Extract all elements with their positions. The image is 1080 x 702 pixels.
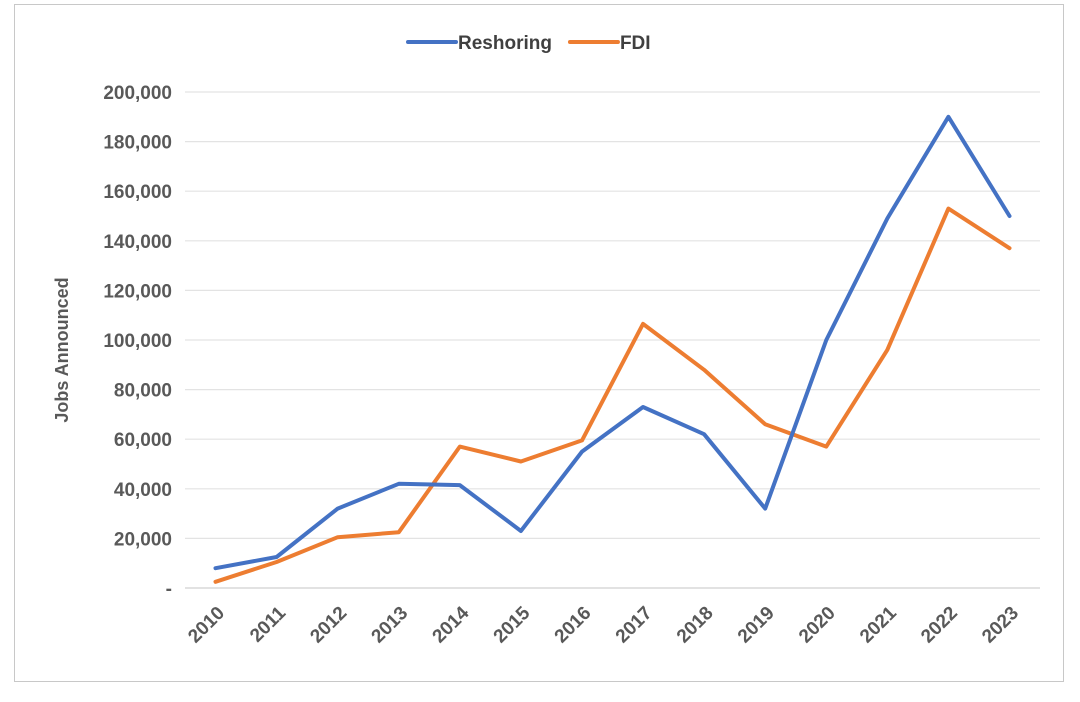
y-tick-label: 160,000: [103, 182, 172, 203]
legend-label-reshoring: Reshoring: [458, 33, 552, 54]
y-tick-label: 60,000: [114, 430, 172, 451]
gridlines: [185, 91, 1040, 589]
x-tick-label: 2013: [368, 603, 413, 648]
y-axis-title: Jobs Announced: [52, 277, 72, 422]
y-tick-label: 80,000: [114, 381, 172, 402]
x-tick-label: 2011: [246, 602, 290, 646]
series-layer: [213, 114, 1012, 584]
x-axis-ticks: 2010 2011 2012 2013 2014 2015 2016 2017 2018 2019…: [184, 602, 1023, 647]
series-line-fdi: [213, 206, 1012, 584]
series-line-reshoring: [213, 114, 1012, 571]
x-tick-label: 2022: [917, 603, 962, 648]
y-axis-ticks: - 20,000 40,000 60,000 80,000 100,000 120,000 1…: [103, 83, 172, 600]
y-tick-label: 20,000: [114, 529, 172, 550]
x-tick-label: 2016: [551, 603, 596, 648]
x-tick-label: 2021: [856, 602, 901, 647]
y-tick-label: 200,000: [103, 83, 172, 104]
y-tick-label: 40,000: [114, 480, 172, 501]
x-tick-label: 2023: [978, 603, 1023, 648]
y-tick-label: 120,000: [103, 281, 172, 302]
x-tick-label: 2020: [795, 603, 840, 648]
y-tick-label: 100,000: [103, 331, 172, 352]
y-tick-label: 140,000: [103, 232, 172, 253]
x-tick-label: 2015: [490, 602, 535, 647]
legend-label-fdi: FDI: [620, 33, 651, 54]
x-tick-label: 2019: [734, 603, 779, 648]
x-tick-label: 2017: [612, 603, 657, 648]
x-tick-label: 2018: [673, 603, 718, 648]
x-tick-label: 2010: [184, 603, 229, 648]
x-tick-label: 2014: [429, 602, 474, 647]
y-tick-label: -: [166, 579, 172, 600]
x-tick-label: 2012: [306, 603, 351, 648]
legend: Reshoring FDI: [406, 33, 651, 54]
y-tick-label: 180,000: [103, 133, 172, 154]
